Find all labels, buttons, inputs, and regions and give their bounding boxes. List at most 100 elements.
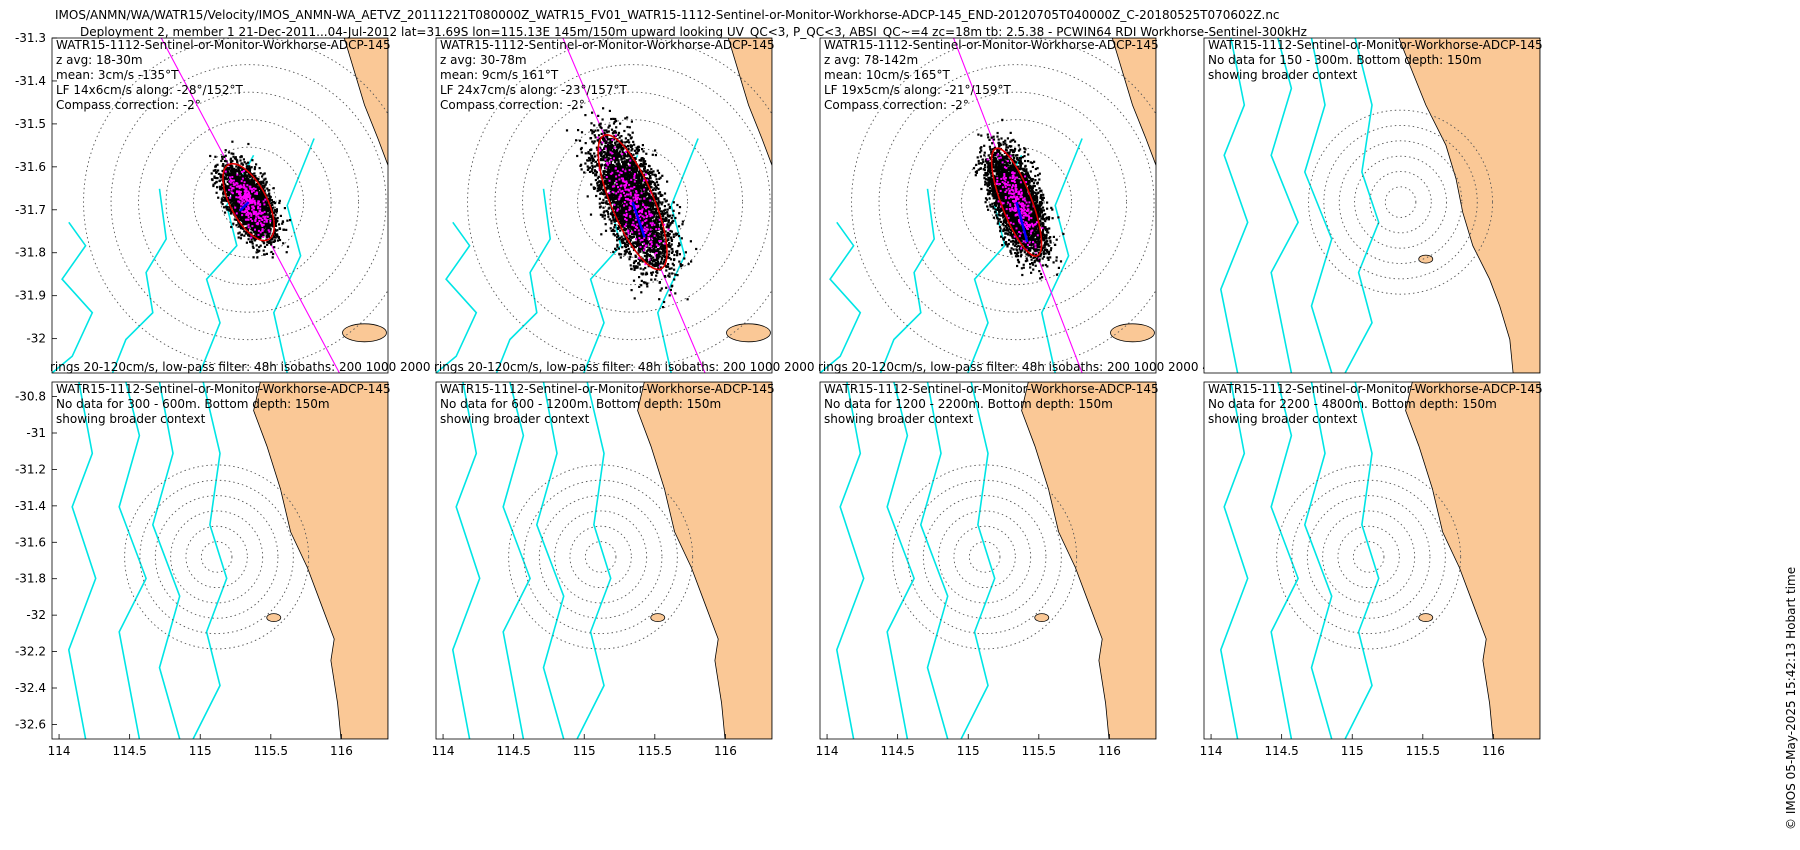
isobath-line — [919, 382, 949, 739]
ytick-label: -31 — [26, 426, 46, 440]
panel-7: 114 114.5 115 115.5 116 WATR15-1112-Sentinel-… — [816, 381, 1159, 758]
xtick-label: 115 — [573, 744, 596, 758]
speed-ring — [1308, 109, 1494, 295]
isobath-line — [835, 382, 865, 739]
variance-ellipse — [222, 162, 275, 242]
figure-filename: IMOS/ANMN/WA/WATR15/Velocity/IMOS_ANMN-W… — [55, 8, 1280, 22]
isobath-line — [502, 382, 531, 739]
xtick-label: 114 — [48, 744, 71, 758]
axes-frame — [819, 381, 1157, 740]
xtick-label: 114 — [1200, 744, 1223, 758]
panel-info-line: mean: 3cm/s -135°T — [56, 68, 179, 82]
speed-ring — [1369, 170, 1432, 234]
panel-info-line: Compass correction: -2° — [56, 98, 201, 112]
speed-ring — [200, 541, 233, 573]
landmass — [1111, 38, 1156, 166]
ytick-label: -31.3 — [15, 31, 46, 45]
axes-frame — [51, 37, 389, 374]
landmass — [1405, 382, 1540, 739]
panel-plot-area — [52, 38, 388, 373]
panel-plot-area — [67, 382, 388, 739]
ytick-label: -31.8 — [15, 246, 46, 260]
speed-ring — [577, 146, 689, 258]
speed-ring — [110, 64, 387, 341]
speed-ring — [185, 525, 248, 589]
isobath-line — [1270, 38, 1299, 373]
panel-info-line: z avg: 78-142m — [824, 53, 918, 67]
speed-ring — [467, 38, 772, 368]
ytick-label: -32 — [26, 332, 46, 346]
xtick-label: 115.5 — [1022, 744, 1056, 758]
speed-ring — [154, 495, 279, 619]
speed-ring — [584, 541, 617, 573]
xtick-label: 114.5 — [880, 744, 914, 758]
isobath-line — [1344, 382, 1380, 739]
isobath-line — [451, 382, 481, 739]
speed-ring — [83, 38, 388, 368]
variance-ellipse — [597, 134, 668, 271]
xtick-label: 116 — [330, 744, 353, 758]
axes-frame — [51, 381, 389, 740]
xtick-label: 114.5 — [496, 744, 530, 758]
speed-ring — [569, 525, 632, 589]
speed-ring — [1352, 541, 1385, 573]
axes-frame — [435, 37, 773, 374]
speed-ring — [549, 119, 716, 286]
panel-plot-area — [436, 38, 772, 373]
speed-ring — [494, 64, 771, 341]
ytick-label: -32.6 — [15, 717, 46, 731]
island — [650, 613, 666, 623]
mean-vector — [631, 201, 646, 238]
panel-info-line: z avg: 18-30m — [56, 53, 143, 67]
ytick-label: -32.4 — [15, 681, 46, 695]
speed-ring — [508, 464, 694, 650]
ytick-label: -31.6 — [15, 535, 46, 549]
speed-ring — [139, 479, 294, 635]
panel-5: -30.8 -31 -31.2 -31.4 -31.6 -31.8 -32 -32.2 -32.… — [15, 381, 391, 758]
speed-ring — [953, 525, 1016, 589]
landmass — [343, 38, 388, 166]
speed-ring — [1306, 495, 1431, 619]
panel-info-line: showing broader context — [1208, 68, 1358, 82]
isobath-line — [879, 188, 936, 373]
speed-ring — [892, 464, 1078, 650]
ytick-label: -31.2 — [15, 462, 46, 476]
isobath-line — [118, 382, 147, 739]
panel-plot-area — [1219, 382, 1540, 739]
speed-ring — [1384, 186, 1417, 218]
xtick-label: 114.5 — [1264, 744, 1298, 758]
mean-vector — [238, 201, 250, 212]
speed-ring — [1323, 124, 1478, 280]
panel-info-line: No data for 2200 - 4800m. Bottom depth: … — [1208, 397, 1497, 411]
mean-vector — [1015, 201, 1029, 243]
panel-footer: rings 20-120cm/s, low-pass filter: 48h i… — [50, 360, 477, 374]
panel-plot-area — [820, 38, 1156, 373]
xtick-label: 115 — [957, 744, 980, 758]
panel-info-line: No data for 600 - 1200m. Bottom depth: 1… — [440, 397, 721, 411]
xtick-label: 115.5 — [1406, 744, 1440, 758]
panel-instrument-title: WATR15-1112-Sentinel-or-Monitor-Workhors… — [1208, 38, 1543, 52]
speed-ring — [938, 510, 1032, 604]
isobath-line — [1270, 382, 1299, 739]
ytick-label: -32.2 — [15, 645, 46, 659]
speed-ring — [1291, 479, 1446, 635]
axes-frame — [1203, 381, 1541, 740]
figure-subtitle: Deployment 2, member 1 21-Dec-2011...04-… — [80, 25, 1307, 39]
speed-ring — [124, 464, 310, 650]
isobath-line — [1219, 38, 1249, 373]
ytick-label: -31.6 — [15, 160, 46, 174]
ytick-label: -32 — [26, 608, 46, 622]
panel-instrument-title: WATR15-1112-Sentinel-or-Monitor-Workhors… — [56, 382, 391, 396]
panel-info-line: LF 14x6cm/s along: -28°/152°T — [56, 83, 243, 97]
ytick-label: -31.4 — [15, 74, 46, 88]
panel-info-line: showing broader context — [824, 412, 974, 426]
island — [1034, 613, 1050, 623]
ytick-label: -31.8 — [15, 572, 46, 586]
panel-instrument-title: WATR15-1112-Sentinel-or-Monitor-Workhors… — [824, 38, 1159, 52]
isobath-line — [535, 382, 565, 739]
panel-footer: rings 20-120cm/s, low-pass filter: 48h i… — [434, 360, 861, 374]
isobath-line — [886, 382, 915, 739]
speed-ring — [170, 510, 264, 604]
speed-ring — [1337, 525, 1400, 589]
isobath-line — [656, 138, 699, 373]
